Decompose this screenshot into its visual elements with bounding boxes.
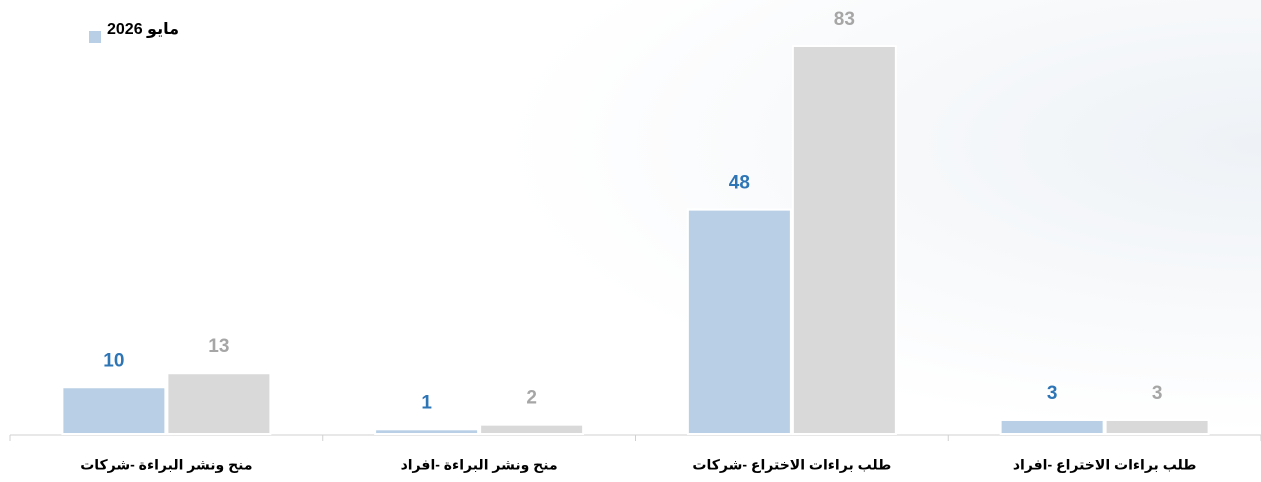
bar [61,386,167,436]
x-tick-label: طلب براءات الاختراع -شركات [692,457,891,474]
data-label: 3 [1047,383,1058,404]
data-label: 1 [421,392,432,413]
x-tick-label: منح ونشر البراءة -شركات [80,457,252,474]
x-tick-label: طلب براءات الاختراع -افراد [1013,457,1197,474]
data-label: 3 [1152,383,1163,404]
bar [166,372,272,435]
legend-swatch [89,31,101,43]
legend-label: مايو 2026 [107,21,179,38]
bar [999,418,1105,435]
bar [791,45,897,435]
x-tick-label: منح ونشر البراءة -افراد [401,457,558,474]
bar [1104,418,1210,435]
data-label: 83 [834,9,855,30]
bar [374,428,480,435]
data-label: 2 [526,388,537,409]
data-label: 48 [729,173,750,194]
data-label: 10 [103,350,124,371]
bar [686,208,792,435]
data-label: 13 [208,336,229,357]
bar [479,423,585,436]
